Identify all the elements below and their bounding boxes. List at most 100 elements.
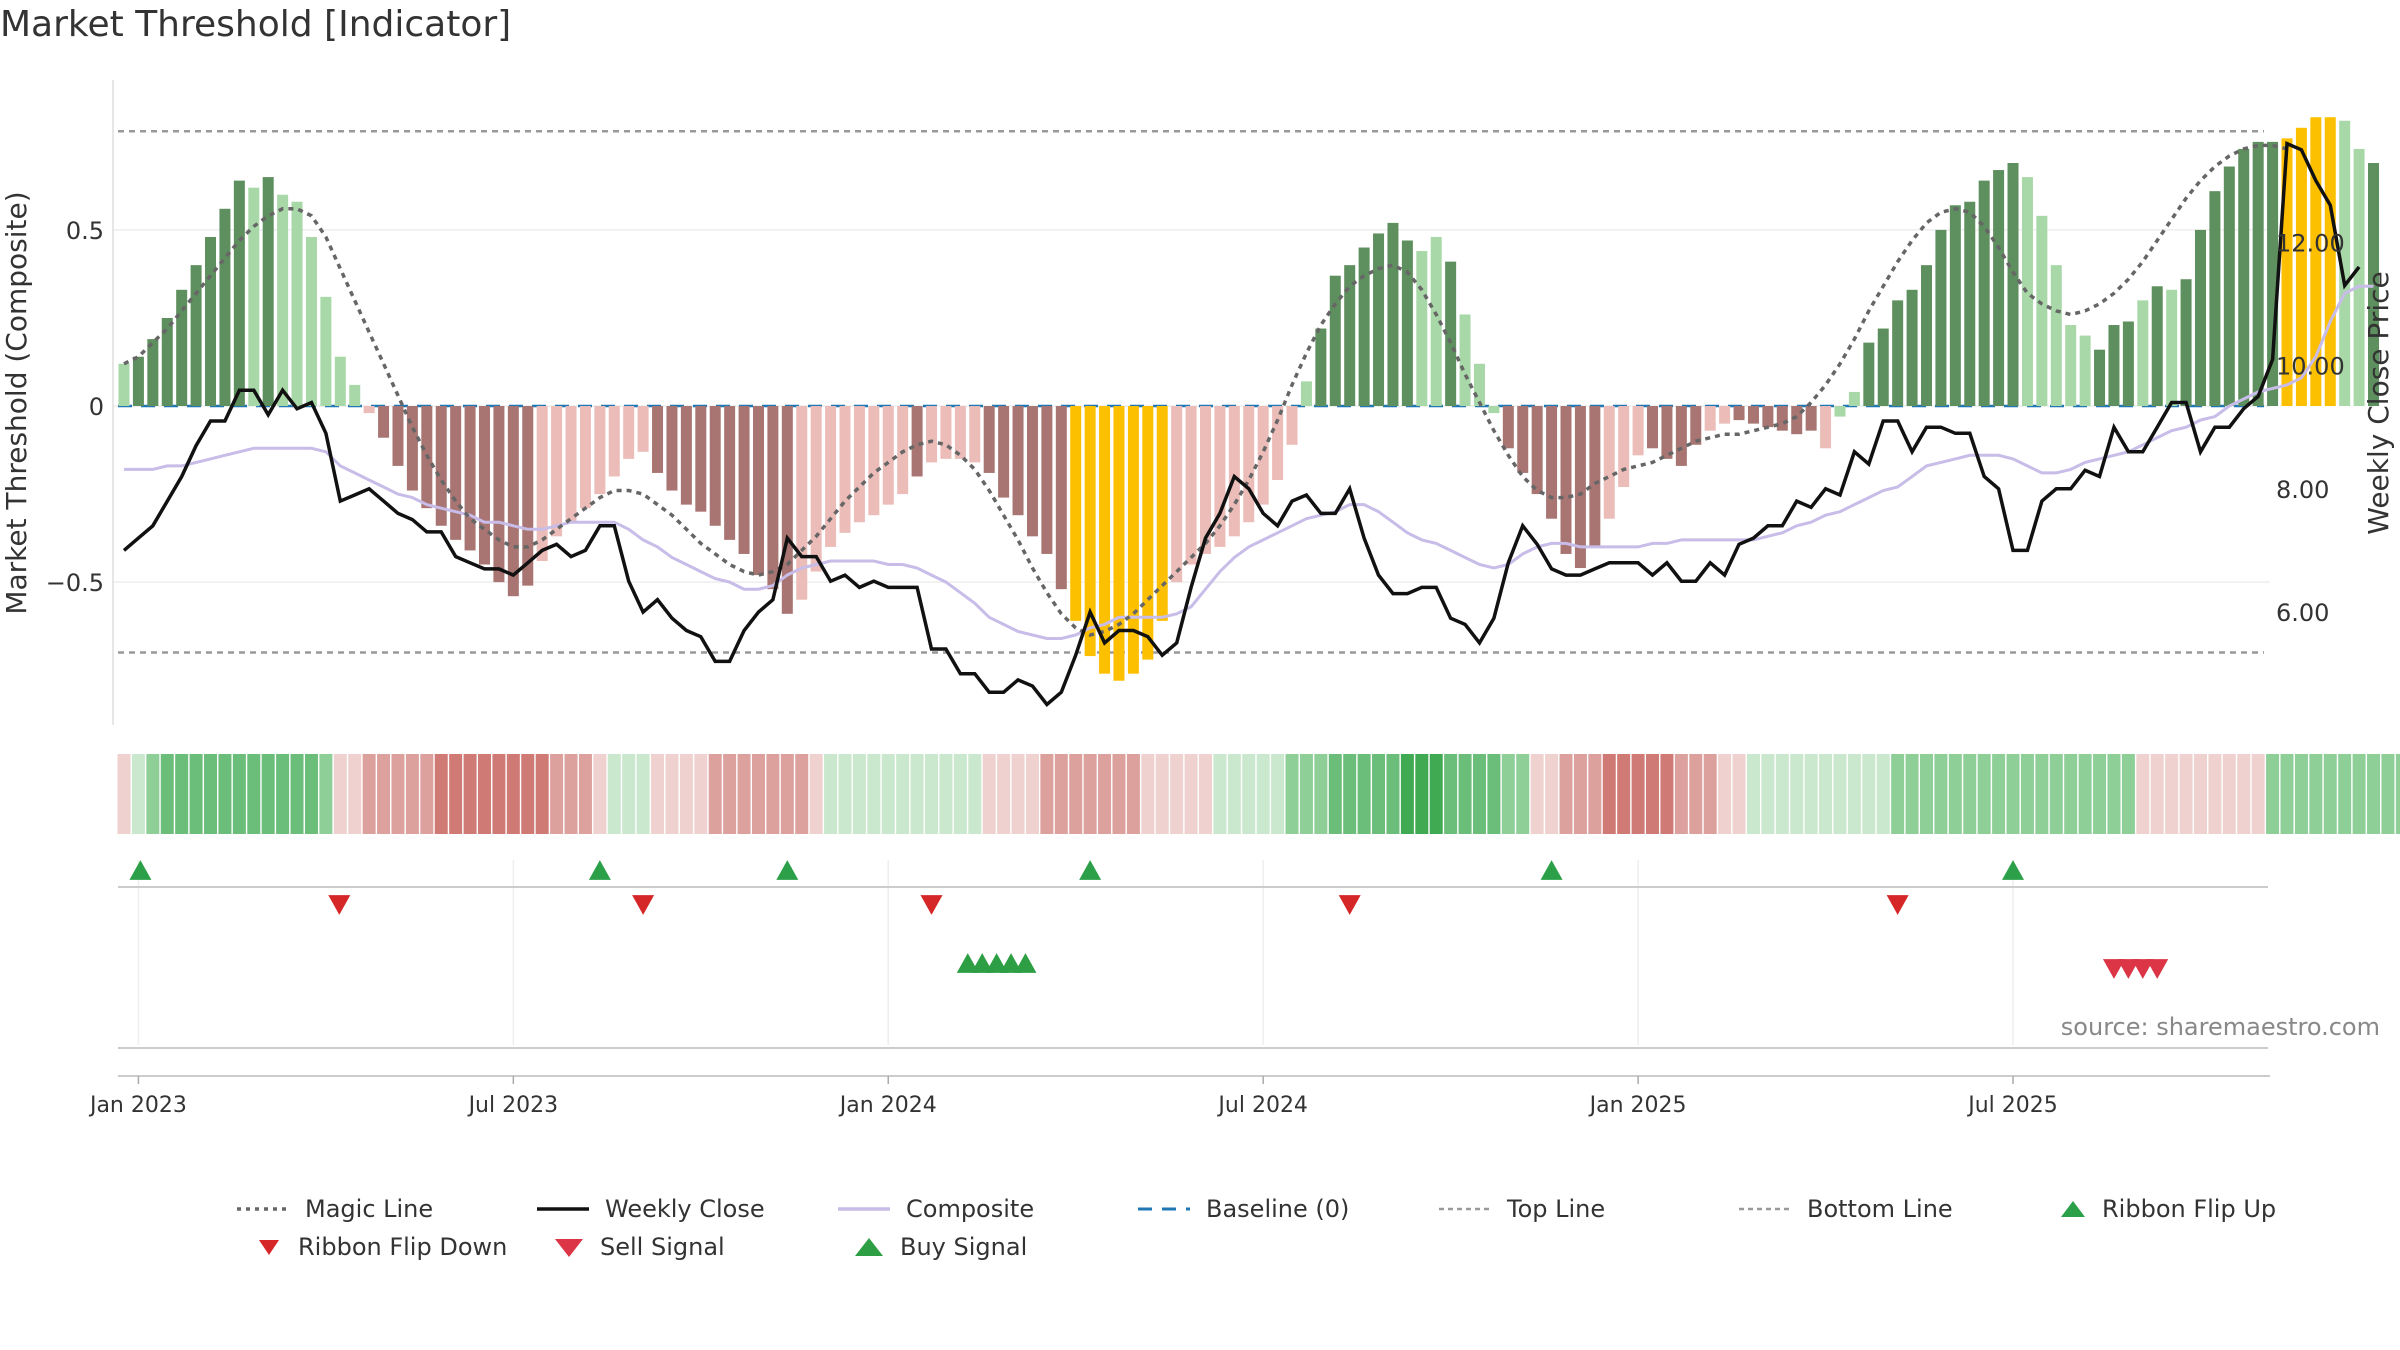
composite-bar [1459,314,1471,407]
ribbon-cell [2266,754,2280,834]
ribbon-cell [189,754,203,834]
buy-signal-marker [1000,953,1023,973]
composite-bar [190,265,202,407]
ribbon-cell [146,754,160,834]
ribbon-cell [867,754,881,834]
ribbon-cell [1472,754,1486,834]
composite-bar [1921,265,1932,407]
ribbon-cell [564,754,578,834]
ribbon-cell [535,754,549,834]
ribbon-cell [1703,754,1717,834]
ribbon-cell [1098,754,1112,834]
composite-bar [1546,406,1558,519]
composite-bar [392,406,404,466]
ribbon-cell [1761,754,1775,834]
ribbon-cell [1256,754,1270,834]
x-tick-label: Jul 2025 [1966,1093,2058,1118]
composite-bar [334,356,346,407]
ribbon-cell [1170,754,1184,834]
composite-bar [1935,229,1947,407]
composite-bar [1776,406,1788,431]
composite-bar [666,406,678,491]
composite-bar [2209,191,2221,407]
ribbon-cell [694,754,708,834]
composite-bar [796,406,808,600]
ribbon-cell [1011,754,1025,834]
composite-bar [695,406,707,512]
ribbon-cell [1920,754,1933,834]
ribbon-cell [2078,754,2092,834]
ribbon-flip-up-marker [588,860,611,880]
composite-bar [1747,406,1759,424]
composite-bar [839,406,851,533]
composite-bar [2007,163,2019,407]
composite-bar [1531,406,1543,495]
legend-label: Buy Signal [900,1233,1028,1261]
buy-signal-marker [1014,953,1037,973]
composite-bar [1488,406,1500,414]
ribbon-cell [2309,754,2323,834]
y-tick-label-left: 0.5 [66,217,104,245]
composite-bar [305,236,317,407]
composite-bar [680,406,692,505]
ribbon-cell [982,754,996,834]
ribbon-cell [1775,754,1789,834]
composite-bar [926,406,938,463]
composite-bar [1055,406,1067,590]
legend-label: Baseline (0) [1206,1195,1350,1223]
ribbon-cell [1458,754,1472,834]
ribbon-cell [1631,754,1645,834]
composite-bar [1848,391,1860,407]
composite-bar [2151,286,2163,407]
composite-bar [1502,406,1514,449]
ribbon-cell [1271,754,1285,834]
buy-signal-marker [985,953,1008,973]
composite-bar [608,406,620,477]
ribbon-cell [1891,754,1905,834]
composite-bar [349,384,361,407]
legend-label: Composite [906,1195,1035,1223]
ribbon-cell [1242,754,1256,834]
ribbon-cell [1314,754,1328,834]
ribbon-cell [1372,754,1386,834]
ribbon-cell [1948,754,1962,834]
ribbon-cell [1602,754,1616,834]
ribbon-cell [1689,754,1703,834]
ribbon-cell [1732,754,1746,834]
ribbon-cell [1299,754,1313,834]
ribbon-cell [2035,754,2049,834]
legend-item: Sell Signal [552,1233,725,1261]
ribbon-cell [2280,754,2294,834]
ribbon-cell [290,754,304,834]
composite-bar [1473,363,1485,407]
y-tick-label-right: 6.00 [2276,599,2329,627]
composite-bar [1661,406,1673,459]
y-tick-label-right: 10.00 [2276,353,2345,381]
composite-bar [579,406,591,509]
ribbon-cell [1963,754,1977,834]
ribbon-cell [1746,754,1760,834]
ribbon-cell [521,754,535,834]
ribbon-cell [333,754,347,834]
ribbon-cell [881,754,895,834]
ribbon-flip-down-marker [920,895,943,915]
composite-bar [969,406,981,463]
ribbon-cell [766,754,780,834]
composite-bar [1805,406,1817,431]
ribbon-cell [348,754,362,834]
legend-swatch [836,1199,906,1219]
series-lines [122,141,2374,708]
buy-signal-marker [971,953,994,973]
composite-bar [1228,406,1240,537]
ribbon-cell [1141,754,1155,834]
legend-swatch [2058,1199,2102,1219]
legend-label: Bottom Line [1807,1195,1953,1223]
ribbon-flip-down-marker [632,895,655,915]
composite-bar [594,406,606,495]
composite-bar [1041,406,1053,554]
composite-bar [1964,201,1976,407]
legend-item: Top Line [1437,1195,1605,1223]
composite-bar [1675,406,1687,466]
composite-bar [551,406,563,537]
legend-label: Ribbon Flip Up [2102,1195,2277,1223]
